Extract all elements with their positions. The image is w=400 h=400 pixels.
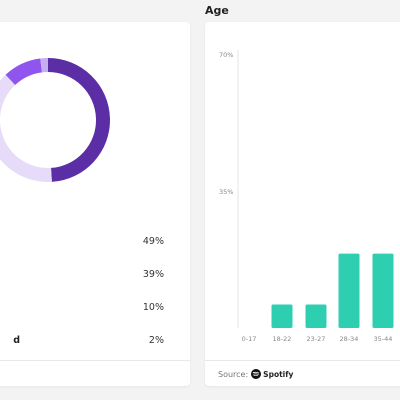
legend-percent: 2%	[148, 335, 164, 346]
x-tick-label: 23-27	[307, 335, 326, 343]
card-footer	[0, 360, 190, 386]
x-tick-label: 28-34	[340, 335, 359, 343]
age-bar	[372, 253, 394, 328]
donut-segment	[48, 58, 110, 182]
donut-chart	[0, 58, 110, 182]
age-bar	[271, 304, 293, 328]
source-line: Source: Spotify	[218, 369, 293, 379]
legend-percent: 49%	[142, 236, 164, 247]
gender-card: 49% 39% 10% d 2%	[0, 22, 190, 386]
legend-percent: 10%	[142, 302, 164, 313]
y-tick-label: 70%	[219, 51, 233, 59]
x-tick-label: 18-22	[273, 335, 292, 343]
x-tick-label: 0-17	[242, 335, 257, 343]
y-tick-label: 35%	[219, 188, 233, 196]
legend-percent: 39%	[142, 269, 164, 280]
spotify-icon	[251, 369, 262, 379]
card-footer: Source: Spotify	[205, 360, 400, 386]
age-bar	[305, 304, 327, 328]
age-bar-chart: 70% 35% 0-17 18-22 23-27 28-34 35-44	[219, 50, 394, 343]
donut-segment	[40, 58, 48, 73]
spotify-logo[interactable]: Spotify	[251, 369, 293, 379]
age-card: 70% 35% 0-17 18-22 23-27 28-34 35-44 Sou…	[205, 22, 400, 386]
legend-label: d	[13, 335, 20, 346]
spotify-label: Spotify	[263, 369, 294, 379]
x-tick-label: 35-44	[374, 335, 393, 343]
age-bar	[338, 253, 360, 328]
source-label: Source:	[218, 369, 249, 379]
section-title: Age	[205, 4, 229, 17]
donut-segment	[0, 74, 52, 182]
donut-segment	[5, 58, 42, 86]
